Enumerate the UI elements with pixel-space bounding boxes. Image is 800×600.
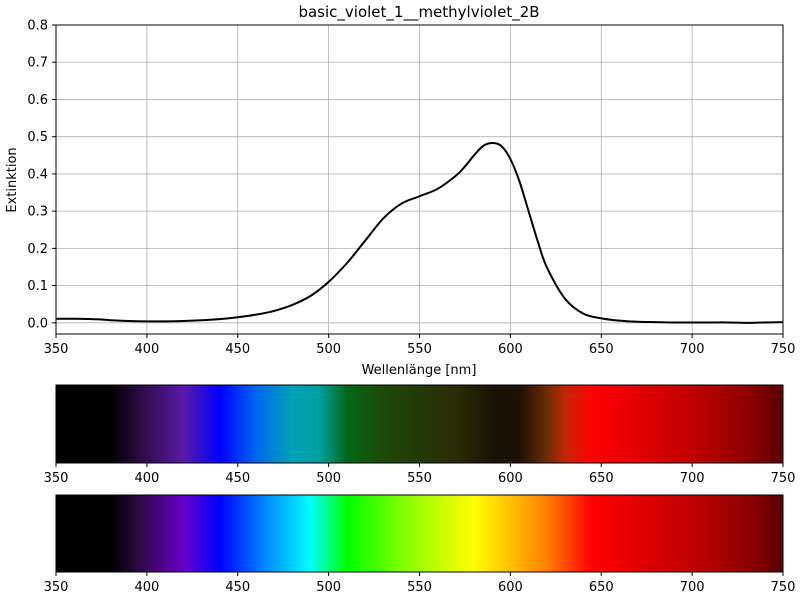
- strip-x-ticks: 350 400 450 500 550 600 650 700 750: [44, 572, 796, 595]
- visible-spectrum-strip: 350 400 450 500 550 600 650 700 750: [44, 494, 796, 595]
- strip-tick-label: 650: [589, 471, 614, 486]
- x-tick-label: 500: [316, 342, 341, 357]
- grid: [55, 24, 784, 334]
- y-axis-label: Extinktion: [5, 147, 20, 212]
- x-tick-label: 550: [407, 342, 432, 357]
- strip-tick-label: 350: [44, 471, 69, 486]
- strip-tick-label: 350: [44, 580, 69, 595]
- y-tick-label: 0.7: [27, 56, 48, 71]
- x-tick-label: 450: [225, 342, 250, 357]
- y-tick-label: 0.0: [27, 316, 48, 331]
- strip-tick-label: 450: [225, 471, 250, 486]
- strip-tick-label: 650: [589, 580, 614, 595]
- strip-tick-label: 400: [134, 471, 159, 486]
- strip-tick-label: 550: [407, 580, 432, 595]
- y-tick-label: 0.4: [27, 167, 48, 182]
- x-tick-label: 650: [589, 342, 614, 357]
- x-tick-label: 350: [44, 342, 69, 357]
- spectrum-gradient: [55, 384, 784, 464]
- series-line: [55, 142, 784, 324]
- strip-tick-label: 600: [498, 471, 523, 486]
- y-axis-ticks: 0.0 0.1 0.2 0.3 0.4 0.5 0.6 0.7 0.8: [27, 19, 56, 331]
- y-tick-label: 0.3: [27, 205, 48, 220]
- x-tick-label: 750: [771, 342, 796, 357]
- strip-tick-label: 500: [316, 580, 341, 595]
- line-chart: basic_violet_1__methylviolet_2B 350 400 45…: [5, 3, 795, 378]
- y-tick-label: 0.6: [27, 93, 48, 108]
- strip-tick-label: 750: [771, 471, 796, 486]
- strip-tick-label: 600: [498, 580, 523, 595]
- strip-tick-label: 700: [680, 471, 705, 486]
- x-axis-label: Wellenlänge [nm]: [362, 363, 477, 378]
- strip-tick-label: 700: [680, 580, 705, 595]
- strip-tick-label: 400: [134, 580, 159, 595]
- strip-tick-label: 450: [225, 580, 250, 595]
- x-tick-label: 700: [680, 342, 705, 357]
- strip-tick-label: 750: [771, 580, 796, 595]
- x-tick-label: 600: [498, 342, 523, 357]
- spectrum-gradient: [55, 494, 784, 573]
- strip-tick-label: 550: [407, 471, 432, 486]
- y-tick-label: 0.5: [27, 130, 48, 145]
- y-tick-label: 0.2: [27, 242, 48, 257]
- chart-title: basic_violet_1__methylviolet_2B: [298, 3, 539, 22]
- x-axis-ticks: 350 400 450 500 550 600 650 700 750: [44, 334, 796, 357]
- strip-x-ticks: 350 400 450 500 550 600 650 700 750: [44, 463, 796, 486]
- y-tick-label: 0.1: [27, 279, 48, 294]
- strip-tick-label: 500: [316, 471, 341, 486]
- absorbed-spectrum-strip: 350 400 450 500 550 600 650 700 750: [44, 384, 796, 486]
- y-tick-label: 0.8: [27, 19, 48, 34]
- x-tick-label: 400: [134, 342, 159, 357]
